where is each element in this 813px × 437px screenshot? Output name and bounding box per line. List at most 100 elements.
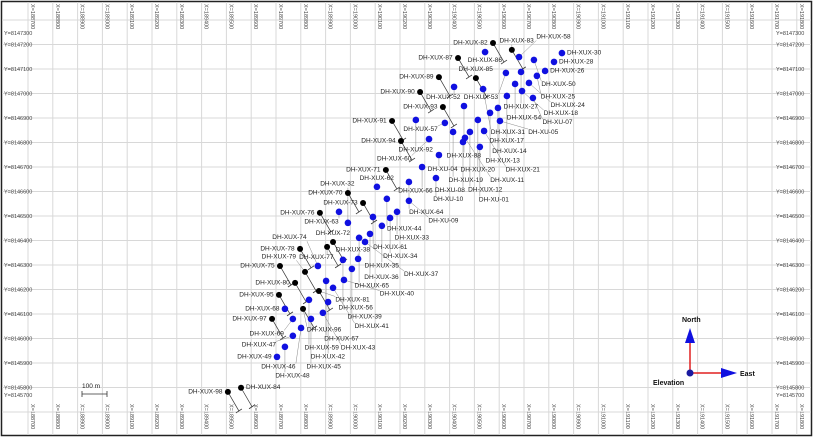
drillhole-collar-blue <box>340 276 348 284</box>
drillhole-collar-blue <box>432 174 440 182</box>
x-tick-label-top: X=190900 <box>575 4 581 29</box>
label-leader-line <box>295 327 302 364</box>
drillhole-label: DH-XUX-12 <box>468 186 503 193</box>
drillhole-collar-black <box>382 166 389 173</box>
drillhole-trace <box>271 318 284 339</box>
drillhole-collar-blue <box>373 183 381 191</box>
drillhole-collar-blue <box>383 195 391 203</box>
drillhole-collar-blue <box>480 127 488 135</box>
drillhole-label: DH-XUX-40 <box>380 291 415 298</box>
drillhole-collar-black <box>224 388 231 395</box>
x-tick-label-top: X=189200 <box>153 4 159 29</box>
drillhole-collar-blue <box>476 143 484 151</box>
drillhole-collar-blue <box>449 128 457 136</box>
drillhole-collar-blue <box>289 332 297 340</box>
elevation-axis-icon <box>686 369 694 377</box>
drillhole-trace-end-tick <box>279 335 287 341</box>
compass-east-label: East <box>740 371 755 378</box>
y-tick-label-right: Y=8147200 <box>776 43 804 49</box>
drillhole-label: DH-XUX-92 <box>399 146 434 153</box>
drillhole-label: DH-XU-09 <box>428 217 458 224</box>
drillhole-collar-blue <box>314 262 322 270</box>
drillhole-collar-black <box>297 245 304 252</box>
drillhole-label: DH-XUX-64 <box>409 209 444 216</box>
y-tick-label-left: Y=8146400 <box>4 239 32 245</box>
y-tick-label-right: Y=8146900 <box>776 116 804 122</box>
label-leader-line <box>498 72 507 95</box>
drillhole-label: DH-XUX-60 <box>377 156 412 163</box>
drillhole-trace <box>299 248 312 269</box>
drillhole-label: DH-XUX-39 <box>347 314 382 321</box>
drillhole-collar-blue <box>355 234 363 242</box>
label-leader-line <box>499 120 529 130</box>
x-tick-label-bottom: X=191600 <box>748 404 754 429</box>
drillhole-label: DH-XUX-47 <box>242 341 277 348</box>
drillhole-label: DH-XUX-61 <box>373 244 408 251</box>
label-leaders-layer <box>276 40 551 373</box>
drillhole-collar-blue <box>450 83 458 91</box>
drillhole-label: DH-XUX-41 <box>355 323 390 330</box>
drillhole-collar-blue <box>366 230 374 238</box>
drillhole-trace-end-tick <box>248 404 256 410</box>
x-tick-label-top: X=191700 <box>773 4 779 29</box>
drillhole-collar-blue <box>405 178 413 186</box>
compass: North East Elevation <box>653 317 755 387</box>
drillhole-collar-blue <box>460 102 468 110</box>
drillhole-traces-layer <box>227 42 527 414</box>
x-tick-label-bottom: X=191400 <box>699 404 705 429</box>
drillhole-label: DH-XUX-18 <box>544 110 579 117</box>
x-tick-label-bottom: X=190900 <box>575 404 581 429</box>
drillhole-trace <box>294 282 307 303</box>
drillhole-collar-blue <box>297 324 305 332</box>
label-leader-line <box>411 138 430 156</box>
drillhole-label: DH-XUX-79 <box>262 253 297 260</box>
drillhole-label: DH-XUX-72 <box>316 230 351 237</box>
drillhole-label: DH-XUX-49 <box>237 353 272 360</box>
y-tick-label-right: Y=8145900 <box>776 361 804 367</box>
drillhole-collar-black <box>508 46 515 53</box>
drillhole-trace <box>304 271 317 292</box>
drillhole-label: DH-XUX-52 <box>426 94 461 101</box>
drillhole-trace-end-tick <box>370 219 378 225</box>
x-tick-label-top: X=189500 <box>227 4 233 29</box>
x-tick-label-top: X=191100 <box>624 4 630 29</box>
y-tick-label-left: Y=8146200 <box>4 288 32 294</box>
drillhole-collar-blue <box>405 197 413 205</box>
drillhole-collar-blue <box>393 208 401 216</box>
drillhole-collar-black <box>472 75 479 82</box>
drillhole-trace <box>278 294 291 315</box>
drillhole-label: DH-XUX-84 <box>246 384 281 391</box>
drillhole-collar-blue <box>412 116 420 124</box>
drillhole-collar-blue <box>281 343 289 351</box>
y-tick-label-left: Y=8145900 <box>4 361 32 367</box>
drillhole-collar-blue <box>305 296 313 304</box>
x-tick-label-bottom: X=190400 <box>451 404 457 429</box>
drillhole-collar-blue <box>369 213 377 221</box>
drillhole-label: DH-XU-01 <box>479 197 509 204</box>
drillhole-label: DH-XUX-87 <box>418 54 453 61</box>
drillhole-collar-blue <box>361 238 369 246</box>
x-tick-label-bottom: X=190600 <box>500 404 506 429</box>
drillhole-trace-end-tick <box>235 408 243 414</box>
drillhole-collar-blue <box>530 56 538 64</box>
drillhole-label: DH-XUX-38 <box>336 247 371 254</box>
drillhole-trace <box>419 91 432 112</box>
drillhole-label: DH-XUX-19 <box>449 177 484 184</box>
drillhole-label: DH-XUX-71 <box>346 166 381 173</box>
x-tick-label-bottom: X=189200 <box>153 404 159 429</box>
drillhole-trace-end-tick <box>427 108 435 114</box>
drillhole-collar-blue <box>558 49 566 57</box>
x-tick-label-bottom: X=191300 <box>674 404 680 429</box>
y-tick-label-left: Y=8147100 <box>4 67 32 73</box>
drillhole-label: DH-XUX-26 <box>550 67 585 74</box>
x-tick-label-top: X=191300 <box>674 4 680 29</box>
drillhole-collar-blue <box>481 48 489 56</box>
y-tick-label-left: Y=8146100 <box>4 312 32 318</box>
drillhole-collar-blue <box>335 208 343 216</box>
drillhole-label: DH-XUX-13 <box>486 158 521 165</box>
drillhole-collar-blue <box>307 315 315 323</box>
drillhole-label: DH-XUX-75 <box>240 262 275 269</box>
drillhole-collar-blue <box>329 284 337 292</box>
drillhole-trace <box>347 192 360 213</box>
